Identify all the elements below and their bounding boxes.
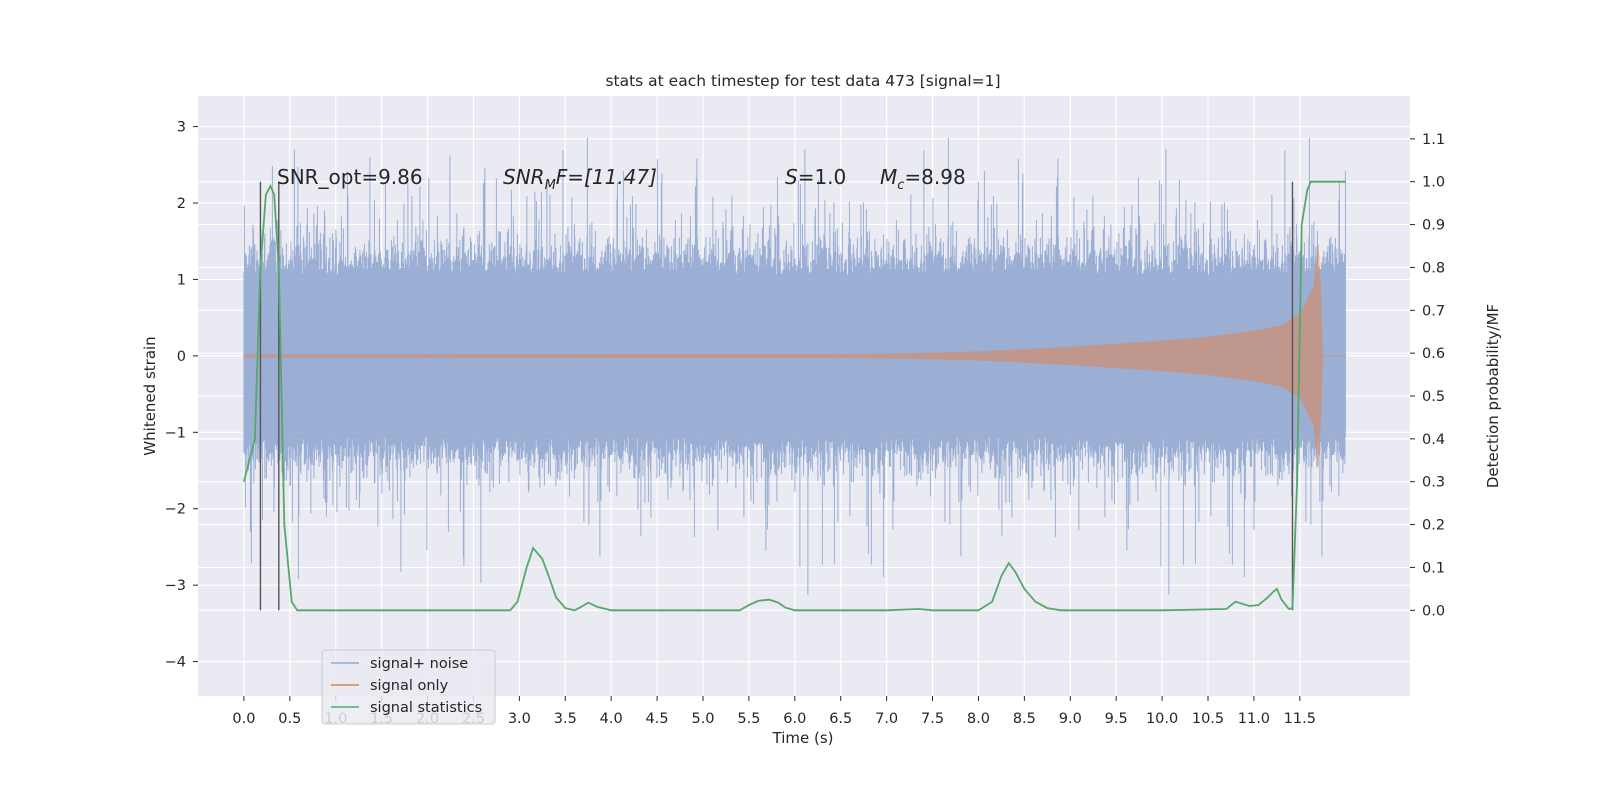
x-tick-label: 9.0 xyxy=(1059,711,1082,727)
left-tick-label: 2 xyxy=(177,196,186,212)
x-tick-label: 6.5 xyxy=(829,711,852,727)
right-tick-label: 0.3 xyxy=(1422,475,1445,491)
right-axis-label: Detection probability/MF xyxy=(1484,304,1502,488)
right-tick-label: 0.5 xyxy=(1422,389,1445,405)
left-tick-label: 0 xyxy=(177,349,186,365)
x-tick-label: 3.0 xyxy=(508,711,531,727)
annotation-mc-sub: c xyxy=(897,178,904,193)
legend-label-signal: signal only xyxy=(370,678,449,694)
right-axis-ticks: 1.1 1.0 0.9 0.8 0.7 0.6 0.5 0.4 0.3 0.2 0.1 0.0 xyxy=(1410,132,1445,619)
chart-title: stats at each timestep for test data 473… xyxy=(605,72,1000,90)
annotation-s: S=1.0 xyxy=(785,165,846,189)
x-tick-label: 0.0 xyxy=(232,711,255,727)
annotation-snr-mf-suffix: F=[11.47] xyxy=(556,165,657,189)
right-tick-label: 1.1 xyxy=(1422,132,1445,148)
annotation-mc-value: =8.98 xyxy=(904,165,965,189)
right-tick-label: 0.7 xyxy=(1422,303,1445,319)
x-tick-label: 4.0 xyxy=(600,711,623,727)
series-signal-statistics xyxy=(243,180,1346,612)
x-tick-label: 8.0 xyxy=(967,711,990,727)
right-tick-label: 0.8 xyxy=(1422,260,1445,276)
annotation-snr-mf: SNRMF=[11.47] xyxy=(503,165,657,193)
x-tick-label: 3.5 xyxy=(554,711,577,727)
right-tick-label: 0.1 xyxy=(1422,560,1445,576)
left-axis-label: Whitened strain xyxy=(141,336,159,455)
left-axis-ticks: 3 2 1 0 −1 −2 −3 −4 xyxy=(165,120,198,671)
left-tick-label: 3 xyxy=(177,120,186,136)
left-tick-label: −1 xyxy=(165,425,186,441)
x-tick-label: 0.5 xyxy=(278,711,301,727)
annotation-s-label: S xyxy=(785,165,798,189)
left-tick-label: 1 xyxy=(177,272,186,288)
annotation-s-value: =1.0 xyxy=(798,165,847,189)
x-tick-label: 6.0 xyxy=(783,711,806,727)
x-tick-label: 8.5 xyxy=(1013,711,1036,727)
x-axis-label: Time (s) xyxy=(772,729,834,747)
annotation-mc-label: M xyxy=(880,165,897,189)
annotation-snr-mf-sub: M xyxy=(545,178,556,193)
annotation-snr-mf-prefix: SNR xyxy=(503,165,545,189)
x-tick-label: 10.0 xyxy=(1146,711,1178,727)
right-tick-label: 0.4 xyxy=(1422,432,1445,448)
right-tick-label: 0.0 xyxy=(1422,603,1445,619)
left-tick-label: −3 xyxy=(165,578,186,594)
annotation-mc: Mc=8.98 xyxy=(880,165,966,193)
right-tick-label: 0.9 xyxy=(1422,218,1445,234)
x-tick-label: 5.0 xyxy=(691,711,714,727)
x-tick-label: 4.5 xyxy=(646,711,669,727)
right-tick-label: 1.0 xyxy=(1422,175,1445,191)
x-tick-label: 11.0 xyxy=(1238,711,1270,727)
x-tick-label: 9.5 xyxy=(1105,711,1128,727)
x-tick-label: 7.5 xyxy=(921,711,944,727)
left-tick-label: −2 xyxy=(165,502,186,518)
x-tick-label: 7.0 xyxy=(875,711,898,727)
right-tick-label: 0.2 xyxy=(1422,518,1445,534)
annotation-snr-opt: SNR_opt=9.86 xyxy=(277,165,423,189)
legend-label-noise: signal+ noise xyxy=(370,656,468,672)
x-tick-label: 10.5 xyxy=(1192,711,1224,727)
series-signal-only xyxy=(243,243,1346,468)
legend: signal+ noise signal only signal statist… xyxy=(321,649,496,725)
right-tick-label: 0.6 xyxy=(1422,346,1445,362)
x-tick-label: 11.5 xyxy=(1284,711,1316,727)
legend-label-statistics: signal statistics xyxy=(370,700,482,716)
x-tick-label: 5.5 xyxy=(737,711,760,727)
left-tick-label: −4 xyxy=(165,655,186,671)
